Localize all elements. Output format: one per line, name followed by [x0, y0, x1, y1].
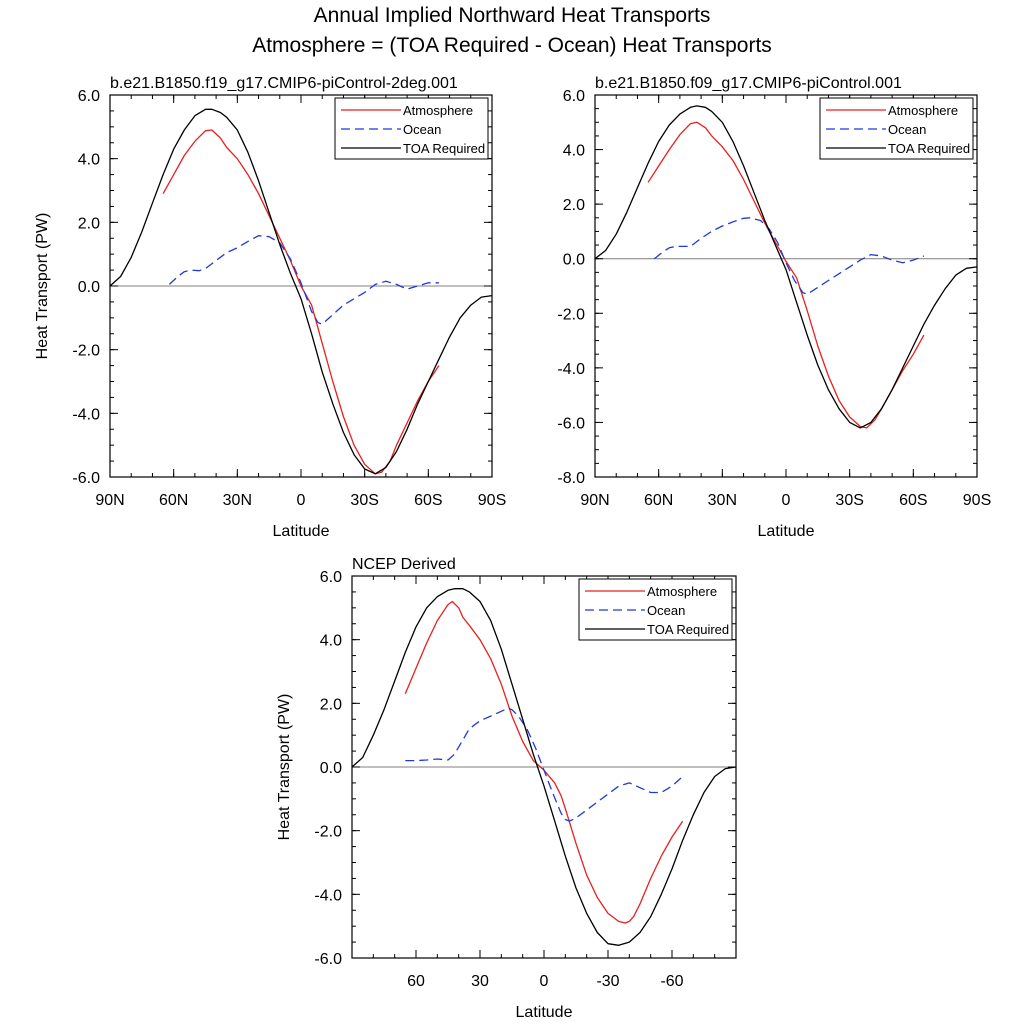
- x-tick-label: 30N: [708, 492, 737, 509]
- y-tick-label: -4.0: [314, 887, 342, 904]
- x-tick-label: 30N: [223, 492, 252, 509]
- y-tick-label: -2.0: [557, 306, 585, 323]
- series-toa-required: [110, 108, 492, 475]
- x-tick-label: 60: [407, 973, 425, 990]
- y-tick-label: 0.0: [78, 279, 100, 296]
- series-atmosphere: [162, 129, 440, 475]
- y-tick-label: 4.0: [563, 143, 585, 160]
- x-tick-label: 60S: [414, 492, 442, 509]
- series-ocean: [653, 217, 925, 295]
- legend: Atmosphere Ocean TOA Required: [819, 97, 974, 160]
- y-tick-label: -6.0: [557, 415, 585, 432]
- plot-frame: [594, 94, 978, 478]
- x-tick-label: 30: [471, 973, 489, 990]
- x-tick-label: 0: [540, 973, 549, 990]
- x-tick-label: 0: [297, 492, 306, 509]
- series-toa-required: [352, 588, 736, 946]
- panel-title: NCEP Derived: [352, 556, 456, 573]
- y-tick-label: 6.0: [563, 88, 585, 105]
- y-tick-label: 4.0: [78, 152, 100, 169]
- y-tick-label: 6.0: [78, 88, 100, 105]
- panel-title: b.e21.B1850.f19_g17.CMIP6-piControl-2deg…: [110, 75, 458, 92]
- panel-1: b.e21.B1850.f19_g17.CMIP6-piControl-2deg…: [34, 75, 506, 540]
- plot-frame: [351, 575, 737, 959]
- legend-label: TOA Required: [647, 622, 729, 637]
- panel-3: NCEP Derived 6.0 4.0 2.0 0.0 -2.0 -4.0 -6.0 60 30…: [276, 556, 737, 1021]
- x-tick-label: 90N: [95, 492, 124, 509]
- legend-label: TOA Required: [403, 141, 485, 156]
- x-tick-label: 90S: [963, 492, 991, 509]
- x-axis-label: Latitude: [516, 1004, 573, 1021]
- x-tick-label: -60: [660, 973, 683, 990]
- series-atmosphere: [404, 600, 684, 924]
- x-tick-label: -30: [596, 973, 619, 990]
- y-tick-label: -2.0: [72, 343, 100, 360]
- legend-label: Atmosphere: [403, 103, 473, 118]
- plot-frame: [109, 94, 493, 478]
- y-tick-label: -4.0: [557, 361, 585, 378]
- x-tick-label: 90S: [478, 492, 506, 509]
- panel-2: b.e21.B1850.f09_g17.CMIP6-piControl.001 6…: [557, 75, 991, 540]
- x-tick-label: 90N: [580, 492, 609, 509]
- series-ocean: [168, 235, 439, 325]
- series-ocean: [405, 707, 684, 822]
- y-tick-label: 6.0: [320, 569, 342, 586]
- x-tick-label: 0: [782, 492, 791, 509]
- y-tick-label: -4.0: [72, 406, 100, 423]
- legend: Atmosphere Ocean TOA Required: [334, 97, 489, 160]
- legend-label: Ocean: [403, 122, 441, 137]
- y-tick-label: 0.0: [563, 252, 585, 269]
- figure-title-line-1: Annual Implied Northward Heat Transports: [313, 4, 711, 27]
- y-tick-label: 2.0: [320, 696, 342, 713]
- legend-label: Atmosphere: [647, 584, 717, 599]
- legend-label: Atmosphere: [888, 103, 958, 118]
- legend-label: Ocean: [888, 122, 926, 137]
- x-axis-label: Latitude: [758, 523, 815, 540]
- y-tick-label: 4.0: [320, 633, 342, 650]
- y-axis-label: Heat Transport (PW): [34, 213, 51, 360]
- y-tick-label: -6.0: [314, 951, 342, 968]
- legend: Atmosphere Ocean TOA Required: [578, 578, 733, 641]
- x-tick-label: 60N: [644, 492, 673, 509]
- panel-title: b.e21.B1850.f09_g17.CMIP6-piControl.001: [595, 75, 902, 92]
- series-toa-required: [595, 105, 977, 429]
- y-tick-label: 2.0: [78, 215, 100, 232]
- x-tick-label: 30S: [350, 492, 378, 509]
- x-tick-label: 60S: [899, 492, 927, 509]
- legend-label: Ocean: [647, 603, 685, 618]
- x-axis-label: Latitude: [273, 523, 330, 540]
- y-tick-label: 2.0: [563, 197, 585, 214]
- x-tick-label: 30S: [835, 492, 863, 509]
- y-tick-label: 0.0: [320, 760, 342, 777]
- y-tick-label: -6.0: [72, 470, 100, 487]
- figure-title-line-2: Atmosphere = (TOA Required - Ocean) Heat…: [252, 34, 772, 57]
- x-tick-label: 60N: [159, 492, 188, 509]
- y-tick-label: -8.0: [557, 470, 585, 487]
- legend-label: TOA Required: [888, 141, 970, 156]
- series-atmosphere: [647, 121, 925, 429]
- y-tick-label: -2.0: [314, 824, 342, 841]
- y-axis-label: Heat Transport (PW): [276, 694, 293, 841]
